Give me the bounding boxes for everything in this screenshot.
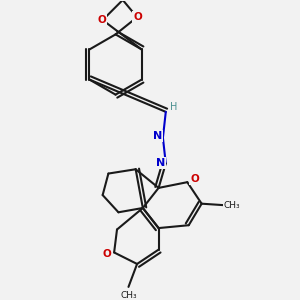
Text: CH₃: CH₃ xyxy=(224,201,240,210)
Text: O: O xyxy=(190,174,199,184)
Text: O: O xyxy=(98,15,106,25)
Text: O: O xyxy=(133,12,142,22)
Text: CH₃: CH₃ xyxy=(120,291,137,300)
Text: H: H xyxy=(170,102,178,112)
Text: N: N xyxy=(153,131,162,141)
Text: O: O xyxy=(103,249,111,259)
Text: N: N xyxy=(156,158,165,168)
